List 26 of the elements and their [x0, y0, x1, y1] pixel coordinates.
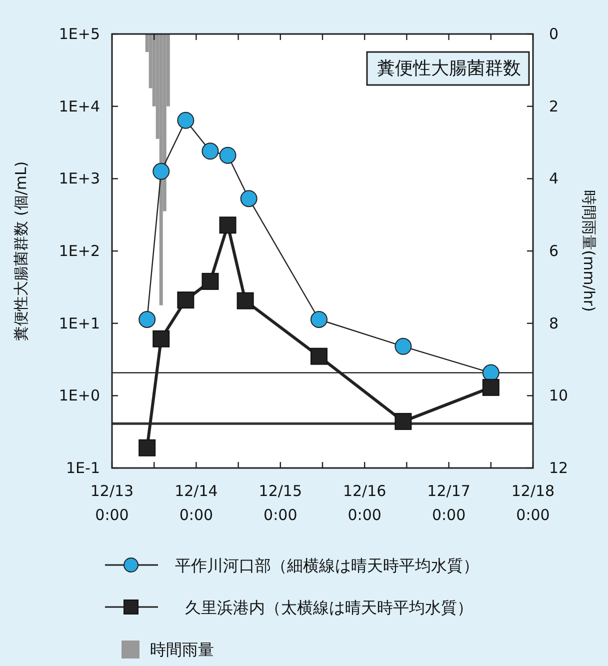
- legend-label: 時間雨量: [150, 640, 214, 659]
- y2-tick-label: 10: [549, 386, 568, 405]
- x-tick-label: 12/18 0:00: [511, 482, 555, 524]
- y-tick-label: 1E+3: [58, 170, 100, 188]
- title: 糞便性大腸菌群数: [366, 51, 530, 86]
- y2-tick-label: 8: [549, 314, 559, 332]
- x-tick-label: 12/15 0:00: [258, 482, 302, 524]
- y-tick-label: 1E+2: [58, 242, 100, 260]
- y2-tick-label: 6: [549, 242, 559, 260]
- y-tick-label: 1E-1: [66, 459, 100, 477]
- legend-label: 平作川河口部（細横線は晴天時平均水質）: [175, 556, 479, 575]
- y2-tick-label: 0: [549, 25, 559, 43]
- legend-label: 久里浜港内（太横線は晴天時平均水質）: [185, 598, 473, 617]
- y-axis-title: 糞便性大腸菌群数 (個/mL): [12, 161, 30, 341]
- y-tick-label: 1E+5: [58, 25, 100, 43]
- y2-tick-label: 12: [549, 459, 568, 477]
- x-tick-label: 12/14 0:00: [174, 482, 218, 524]
- y2-tick-label: 2: [549, 97, 559, 116]
- y-tick-label: 1E+0: [58, 386, 100, 405]
- y2-tick-label: 4: [549, 170, 559, 188]
- y-tick-label: 1E+1: [58, 314, 100, 332]
- x-tick-label: 12/17 0:00: [427, 482, 470, 524]
- x-tick-label: 12/16 0:00: [342, 482, 386, 524]
- x-tick-label: 12/13 0:00: [90, 482, 134, 524]
- y2-axis-title: 時間雨量(mm/hr): [580, 190, 598, 312]
- y-tick-label: 1E+4: [58, 97, 100, 116]
